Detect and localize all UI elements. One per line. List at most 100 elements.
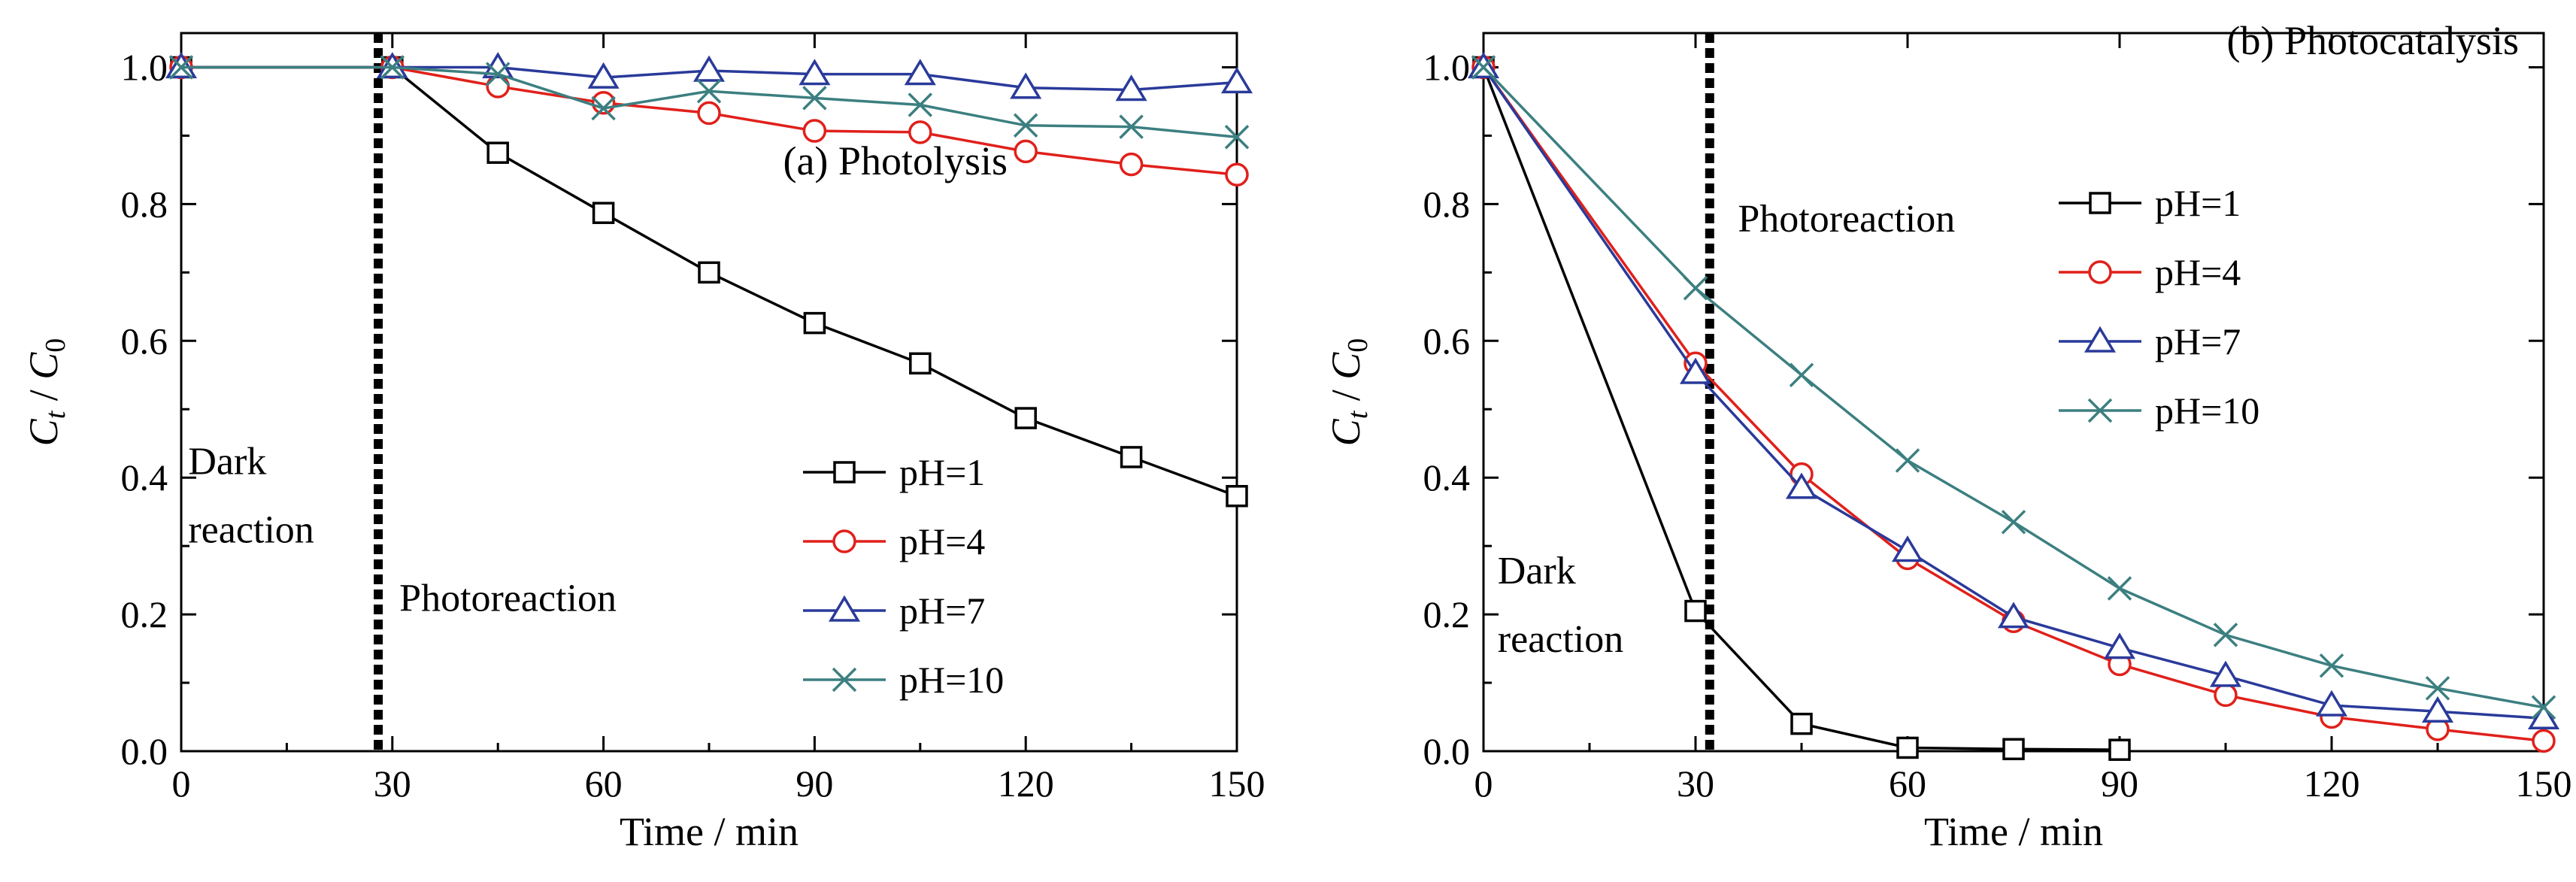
data-point-ph-1	[486, 141, 509, 164]
y-tick-label: 0.2	[1423, 593, 1471, 635]
data-point-ph-10	[2425, 676, 2450, 701]
data-point-ph-7	[2421, 696, 2454, 723]
y-tick-label: 0.8	[121, 183, 168, 225]
data-point-ph-10	[2001, 510, 2026, 535]
legend-label-ph-10: pH=10	[2155, 389, 2259, 432]
plot-frame	[180, 32, 1238, 753]
legend-marker-ph-10	[2087, 398, 2113, 423]
data-point-ph-4	[591, 91, 616, 115]
y-tick-label: 1.0	[1423, 46, 1471, 88]
chart-panel-photolysis: 0 30 60 90 120 150 0.0 0.2 0.4 0.6 0.8 1.0 Time / mi…	[21, 32, 1265, 854]
legend-marker-ph-4	[832, 529, 856, 553]
data-point-ph-10	[380, 55, 405, 80]
data-point-ph-1	[1896, 736, 1919, 759]
data-point-ph-7	[2209, 660, 2242, 687]
x-tick-label: 60	[585, 762, 623, 805]
y-axis-title-part: 0	[40, 338, 71, 353]
chart-panel-photocatalysis: 0 30 60 90 120 150 0.0 0.2 0.4 0.6 0.8 1.0 Time / mi…	[1323, 18, 2572, 854]
x-tick-label: 90	[796, 762, 833, 805]
legend: pH=1 pH=4 pH=7 pH=10	[803, 451, 1004, 701]
annotation-dark: Dark	[188, 441, 266, 483]
panel-title: (b) Photocatalysis	[2227, 18, 2519, 63]
x-tick-label: 60	[1889, 762, 1926, 805]
series-ph-7	[165, 52, 1253, 102]
legend-label-ph-4: pH=4	[899, 520, 985, 562]
y-tick-label: 0.2	[121, 593, 168, 635]
series-line-ph-10	[181, 65, 1238, 138]
series-line-ph-4	[181, 65, 1238, 177]
data-point-ph-10	[1013, 113, 1038, 138]
series-line-ph-1	[1482, 66, 2120, 751]
plot-frame	[1482, 32, 2545, 753]
y-tick-label: 0.6	[1423, 320, 1471, 362]
y-tick-label: 0.0	[121, 730, 168, 772]
x-tick-label: 120	[2304, 762, 2360, 805]
y-tick-label: 0.4	[121, 456, 168, 499]
data-point-ph-1	[2002, 738, 2025, 761]
data-point-ph-1	[1790, 712, 1813, 735]
data-point-ph-7	[1785, 472, 1818, 499]
data-point-ph-4	[1014, 139, 1038, 164]
data-point-ph-1	[1014, 407, 1037, 429]
y-axis-title-part: /	[21, 380, 66, 411]
data-point-ph-1	[2108, 738, 2131, 761]
data-point-ph-10	[1683, 276, 1708, 301]
data-point-ph-4	[908, 120, 932, 144]
annotation-photoreaction: Photoreaction	[399, 577, 617, 620]
x-tick-label: 150	[2516, 762, 2572, 805]
x-tick-label: 0	[172, 762, 191, 805]
x-axis-title: Time / min	[1924, 809, 2103, 854]
y-axis-title-part: C	[1323, 352, 1368, 380]
series-ph-7	[1467, 52, 2560, 730]
series-ph-10	[1471, 55, 2556, 720]
data-point-ph-7	[1997, 602, 2030, 629]
annotation-reaction: reaction	[188, 509, 314, 552]
data-point-ph-4	[697, 101, 721, 126]
legend-marker-ph-7	[2084, 326, 2117, 353]
x-tick-label: 150	[1209, 762, 1265, 805]
data-point-ph-10	[802, 86, 827, 111]
data-point-ph-10	[591, 95, 616, 121]
legend-marker-ph-1	[2089, 192, 2111, 214]
legend-label-ph-10: pH=10	[899, 659, 1004, 701]
series-line-ph-7	[1482, 66, 2544, 720]
data-point-ph-7	[692, 55, 726, 82]
y-axis-title-part: t	[40, 410, 71, 419]
legend-marker-ph-7	[828, 595, 861, 622]
annotation-dark: Dark	[1498, 550, 1576, 593]
data-point-ph-7	[1679, 357, 1712, 384]
series-ph-4	[1471, 55, 2556, 753]
legend-label-ph-1: pH=1	[899, 451, 985, 493]
data-point-ph-10	[2213, 623, 2238, 647]
legend-label-ph-1: pH=1	[2155, 182, 2241, 224]
data-point-ph-10	[908, 92, 933, 117]
data-point-ph-7	[904, 59, 936, 86]
data-point-ph-4	[2532, 729, 2556, 753]
data-point-ph-10	[2319, 653, 2344, 678]
legend-marker-ph-10	[832, 667, 857, 693]
data-point-ph-7	[1010, 72, 1042, 99]
series-line-ph-10	[1482, 66, 2544, 709]
y-tick-label: 0.6	[121, 320, 168, 362]
legend-marker-ph-1	[833, 461, 856, 483]
data-point-ph-10	[2107, 576, 2132, 601]
x-tick-label: 30	[1677, 762, 1714, 805]
legend-label-ph-4: pH=4	[2155, 251, 2241, 293]
y-tick-label: 1.0	[121, 46, 168, 88]
data-point-ph-7	[587, 62, 620, 89]
data-point-ph-10	[485, 62, 511, 86]
panel-title: (a) Photolysis	[783, 138, 1008, 183]
data-point-ph-10	[1224, 125, 1250, 150]
y-axis-title-part: t	[1342, 410, 1374, 419]
x-axis-title: Time / min	[620, 809, 799, 854]
data-point-ph-10	[168, 55, 194, 80]
x-tick-label: 90	[2101, 762, 2138, 805]
data-point-ph-1	[803, 311, 826, 335]
data-point-ph-1	[909, 352, 932, 375]
y-tick-label: 0.4	[1423, 456, 1471, 499]
data-point-ph-10	[696, 79, 722, 104]
y-axis-title-part: /	[1323, 380, 1368, 411]
y-axis-title-part: C	[21, 352, 66, 380]
data-point-ph-1	[1120, 446, 1143, 468]
